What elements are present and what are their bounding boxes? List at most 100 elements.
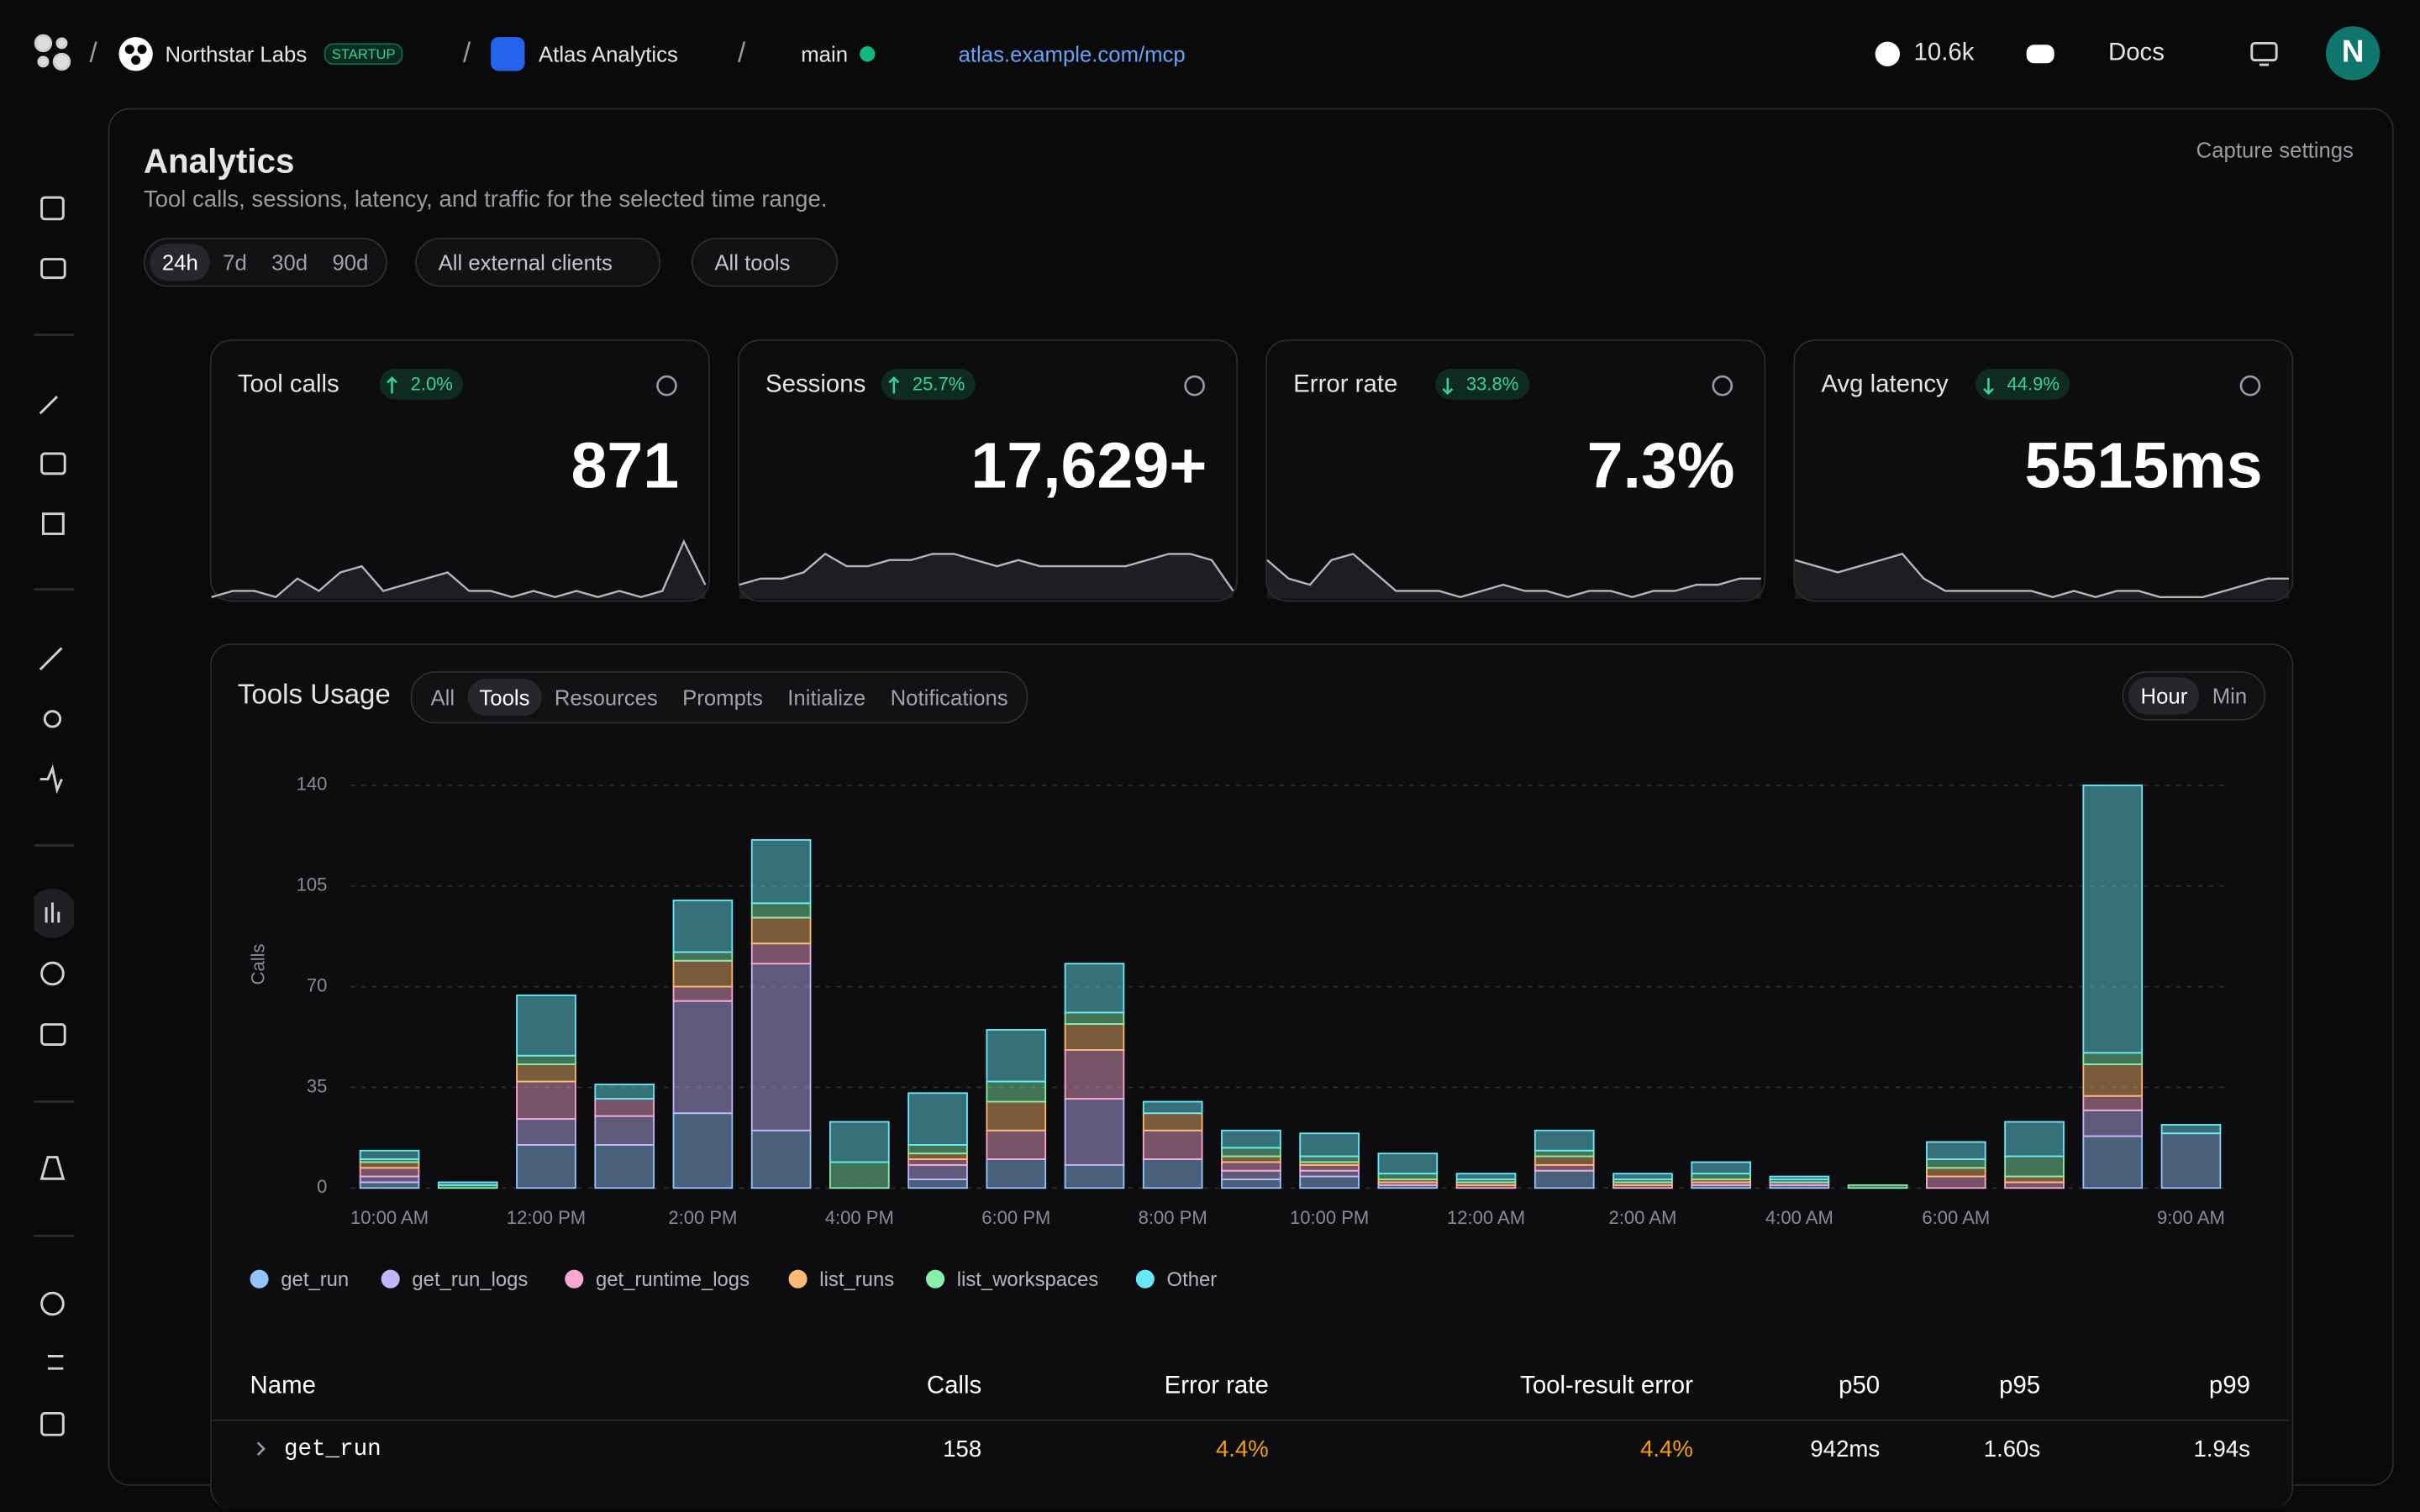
bar-segment — [2004, 1175, 2065, 1184]
bar-segment — [1064, 1011, 1125, 1026]
bar-segment — [516, 1118, 576, 1146]
cell: 942ms — [1810, 1436, 1881, 1463]
range-button[interactable]: 30d — [271, 249, 308, 275]
bar-segment — [750, 942, 812, 965]
y-tick-label: 35 — [307, 1075, 328, 1096]
tool-filter[interactable]: All tools — [691, 237, 839, 287]
bar-segment — [908, 1158, 968, 1166]
display-icon[interactable] — [2250, 41, 2278, 66]
kpi-delta: 25.7% — [881, 368, 976, 400]
legend-label: Other — [1167, 1268, 1218, 1291]
bar-segment — [1221, 1129, 1281, 1149]
bar-segment — [986, 1029, 1047, 1083]
bar-segment — [672, 899, 734, 953]
bar-segment — [1221, 1155, 1281, 1163]
bar-segment — [1847, 1184, 1908, 1189]
bar-segment — [1142, 1129, 1203, 1160]
bar-segment — [1769, 1175, 1830, 1180]
column-header: Calls — [926, 1373, 982, 1399]
y-tick-label: 140 — [297, 774, 328, 795]
bar-segment — [672, 1112, 734, 1189]
cell: 158 — [943, 1436, 982, 1463]
bar-segment — [594, 1098, 655, 1117]
tab[interactable]: All — [430, 685, 455, 710]
separator: / — [737, 37, 746, 68]
bar-segment — [1221, 1147, 1281, 1158]
y-tick-label: 70 — [307, 974, 328, 995]
bar-segment — [2082, 1095, 2144, 1111]
usage-title: Tools Usage — [237, 679, 391, 710]
bar-segment — [1691, 1173, 1752, 1180]
discord-icon[interactable] — [2025, 42, 2056, 66]
sparkline — [739, 552, 1234, 592]
bar-segment — [1221, 1169, 1281, 1180]
tool-name[interactable]: get_run — [283, 1436, 381, 1463]
column-header: p99 — [2208, 1373, 2250, 1399]
kpi-value: 5515ms — [2024, 428, 2263, 501]
x-tick-label: 10:00 PM — [1290, 1207, 1369, 1228]
tab[interactable]: Initialize — [787, 685, 866, 710]
delta-arrow — [1983, 378, 1994, 396]
bar-segment — [1612, 1173, 1673, 1180]
bar-segment — [516, 1080, 576, 1121]
range-button[interactable]: 24h — [150, 244, 211, 281]
client-filter[interactable]: All external clients — [415, 237, 660, 287]
column-header: Tool-result error — [1520, 1373, 1693, 1399]
column-header: Error rate — [1164, 1373, 1269, 1399]
bar-segment — [594, 1144, 655, 1189]
kpi-label: Error rate — [1293, 371, 1398, 398]
bar-segment — [750, 963, 812, 1131]
cell: 1.94s — [2193, 1436, 2250, 1463]
y-axis-title: Calls — [247, 943, 268, 984]
project-name[interactable]: Atlas Analytics — [539, 41, 678, 66]
tab[interactable]: Prompts — [682, 685, 763, 710]
granularity-button[interactable]: Min — [2212, 683, 2248, 709]
bar-segment — [908, 1163, 968, 1180]
bar-segment — [1142, 1112, 1203, 1131]
legend-label: list_runs — [819, 1268, 894, 1291]
sparkline — [1794, 553, 2289, 599]
bar-segment — [672, 985, 734, 1002]
org-badge: STARTUP — [324, 43, 403, 66]
bar-segment — [1926, 1141, 1986, 1160]
bar-segment — [908, 1144, 968, 1155]
sparkline-area — [739, 554, 1234, 599]
column-header: p95 — [1999, 1373, 2041, 1399]
kpi-value: 17,629+ — [971, 428, 1207, 501]
granularity-button[interactable]: Hour — [2128, 677, 2201, 715]
bar-segment — [359, 1161, 420, 1169]
bar-segment — [1064, 1163, 1125, 1189]
bar-segment — [2160, 1132, 2222, 1189]
column-header: Name — [250, 1373, 316, 1399]
docs-menu[interactable]: Docs — [2107, 39, 2165, 66]
capture-settings[interactable]: Capture settings — [2196, 137, 2354, 162]
bar-segment — [1299, 1155, 1360, 1163]
sparkline-area — [1266, 554, 1761, 599]
tab[interactable]: Resources — [554, 685, 658, 710]
bar-segment — [986, 1100, 1047, 1131]
kpi-value: 871 — [571, 428, 680, 501]
range-button[interactable]: 90d — [332, 249, 369, 275]
github-stars[interactable]: 10.6k — [1913, 39, 1975, 66]
range-button[interactable]: 7d — [223, 249, 247, 275]
bar-segment — [594, 1115, 655, 1146]
url-link[interactable]: atlas.example.com/mcp — [958, 41, 1186, 66]
org-name[interactable]: Northstar Labs — [165, 41, 308, 66]
bar-segment — [516, 994, 576, 1057]
sparkline — [1266, 553, 1761, 599]
branch[interactable]: main — [801, 41, 849, 66]
kpi-icon — [2239, 375, 2261, 396]
y-tick-label: 105 — [297, 874, 328, 895]
x-tick-label: 2:00 PM — [668, 1207, 737, 1228]
bar-segment — [2160, 1124, 2222, 1135]
sparkline-area — [1795, 554, 2289, 599]
range-selector: 24h 7d 30d 90d — [143, 237, 387, 287]
legend-swatch — [381, 1269, 400, 1289]
x-tick-label: 12:00 AM — [1447, 1207, 1525, 1228]
bar-segment — [2082, 1052, 2144, 1065]
avatar[interactable]: N — [2325, 26, 2381, 81]
tab[interactable]: Tools — [466, 679, 543, 717]
tab[interactable]: Notifications — [890, 685, 1008, 710]
separator: / — [89, 37, 97, 68]
bar-segment — [1142, 1158, 1203, 1189]
